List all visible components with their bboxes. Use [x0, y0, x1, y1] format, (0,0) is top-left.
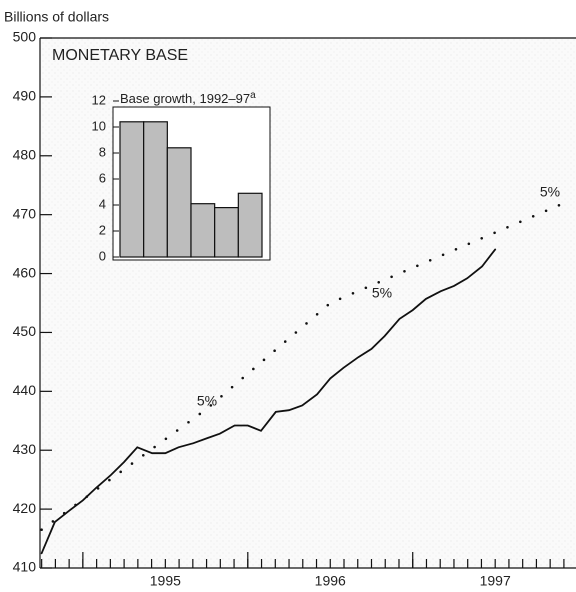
- inset-y-tick-label: 8: [99, 144, 106, 159]
- line-solid: [40, 248, 497, 555]
- y-tick-label: 440: [13, 382, 37, 398]
- inset-y-tick-label: 12: [92, 92, 106, 107]
- chart-title: MONETARY BASE: [52, 47, 188, 64]
- inset-title-text: Base growth, 1992–97: [120, 91, 250, 106]
- inset-y-tick-label: 10: [92, 118, 106, 133]
- x-tick-label: 1995: [150, 573, 181, 589]
- y-tick-label: 490: [13, 88, 37, 104]
- y-tick-label: 430: [13, 441, 37, 457]
- y-axis-label: Billions of dollars: [4, 9, 109, 25]
- bar: [214, 207, 239, 258]
- inset-y-tick-label: 2: [99, 222, 106, 237]
- y-tick-label: 480: [13, 146, 37, 162]
- inset-y-tick-label: 4: [99, 196, 106, 211]
- bar: [143, 121, 168, 258]
- x-tick-label: 1997: [480, 573, 511, 589]
- annotation: 5%: [197, 393, 217, 409]
- y-tick-label: 450: [13, 323, 37, 339]
- y-tick-label: 460: [13, 264, 37, 280]
- y-tick-label: 410: [13, 559, 37, 575]
- inset-title: Base growth, 1992–97a: [120, 90, 256, 107]
- annotation: 5%: [540, 184, 560, 200]
- y-tick-label: 470: [13, 205, 37, 221]
- bar: [119, 121, 145, 258]
- inset-y-tick-label: 6: [99, 170, 106, 185]
- x-tick-label: 1996: [315, 573, 346, 589]
- y-tick-label: 420: [13, 500, 37, 516]
- bar: [190, 203, 216, 258]
- bar: [166, 147, 192, 258]
- y-tick-label: 500: [13, 29, 37, 45]
- annotation: 5%: [372, 285, 392, 301]
- bar: [237, 192, 263, 258]
- inset-title-note: a: [250, 90, 256, 101]
- inset-y-tick-label: 0: [99, 248, 106, 263]
